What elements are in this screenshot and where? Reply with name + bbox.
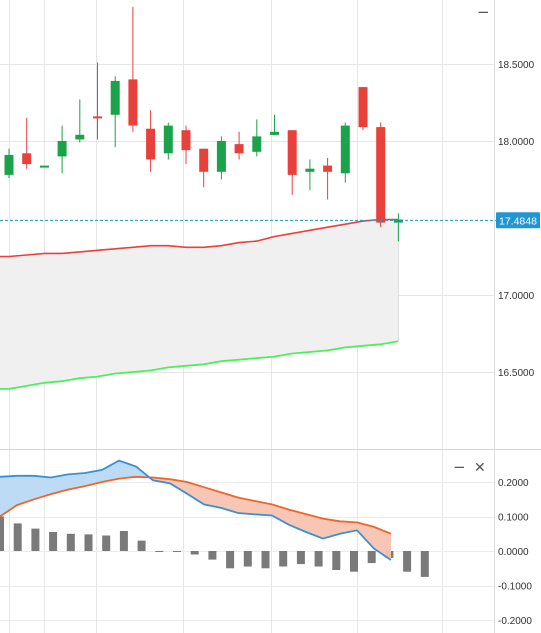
signal-above-fill [255, 501, 272, 516]
histogram-bar [296, 551, 305, 565]
macd-above-fill [51, 474, 68, 495]
histogram-bar [173, 551, 181, 552]
histogram-bar [66, 533, 75, 552]
signal-above-fill [187, 482, 204, 505]
macd-tick-label: -0.2000 [498, 616, 532, 627]
histogram-bar [190, 551, 199, 555]
candle-body [146, 128, 156, 160]
candles [4, 7, 403, 242]
lower-band-line [0, 340, 399, 390]
candle-body [270, 131, 279, 135]
histogram-bar [314, 551, 323, 567]
candle-body [234, 144, 244, 154]
last-price-tag [496, 212, 540, 229]
candle-body [376, 127, 386, 223]
macd-tick-label: 0.0000 [498, 547, 529, 558]
macd-tick-label: 0.2000 [498, 478, 529, 489]
macd-tick-label: 0.1000 [498, 513, 529, 524]
signal-above-fill [323, 518, 340, 539]
price-tick-label: 18.0000 [498, 137, 535, 148]
candle-body [358, 87, 368, 128]
macd-above-fill [0, 475, 17, 517]
signal-above-fill [357, 522, 374, 549]
macd-axis: 0.2000 0.1000 0.0000 -0.1000 -0.2000 [498, 478, 532, 627]
histogram-bar [420, 551, 429, 577]
macd-above-fill [34, 475, 51, 500]
signal-above-fill [306, 514, 323, 539]
candle-body [57, 141, 67, 157]
macd-above-fill [85, 469, 102, 487]
price-axis: 18.5000 18.0000 17.0000 16.5000 [498, 60, 535, 379]
macd-above-fill [17, 475, 34, 506]
macd-line [0, 459, 392, 561]
band-fill [0, 219, 399, 389]
candle-body [22, 153, 32, 165]
macd-above-fill [68, 473, 85, 490]
candle-body [75, 134, 85, 140]
candle-body [39, 165, 49, 168]
histogram-bar [84, 534, 93, 551]
histogram-bar [261, 551, 270, 569]
signal-above-fill [204, 487, 221, 508]
histogram-bar [0, 516, 4, 551]
histogram-bar [279, 551, 288, 567]
signal-above-fill [374, 526, 391, 560]
histogram-bar [350, 551, 358, 572]
last-price-marker: 17.4848 [0, 212, 540, 229]
candle-body [181, 130, 191, 151]
histogram-bar [31, 528, 40, 551]
candle-body [93, 116, 102, 119]
candle-body [305, 168, 315, 172]
signal-above-fill [272, 504, 289, 525]
price-tick-label: 16.5000 [498, 368, 535, 379]
macd-panel [0, 459, 429, 577]
last-price-label: 17.4848 [499, 215, 537, 227]
candle-body [287, 130, 297, 175]
histogram-bar [226, 551, 235, 569]
moving-average-line [0, 218, 399, 258]
histogram-bar [243, 551, 252, 567]
candle-body [4, 154, 14, 175]
price-tick-label: 18.5000 [498, 60, 535, 71]
candle-body [393, 219, 403, 223]
histogram-bar [49, 532, 58, 551]
candle-body [216, 141, 226, 172]
candle-body [199, 148, 209, 172]
price-tick-label: 17.0000 [498, 291, 535, 302]
signal-above-fill [238, 497, 255, 515]
candle-body [340, 125, 350, 174]
macd-panel-minimize-button[interactable]: − [453, 458, 466, 476]
main-panel-minimize-button[interactable]: − [477, 3, 490, 21]
candle-body [110, 80, 120, 115]
candle-body [163, 125, 173, 154]
histogram-bar [367, 551, 376, 564]
histogram-bar [137, 540, 146, 551]
histogram-bar [119, 531, 128, 551]
candle-body [323, 165, 333, 172]
histogram-bar [155, 551, 164, 552]
histogram-bar [208, 551, 217, 560]
band-area [0, 218, 399, 390]
macd-above-fill [102, 460, 119, 482]
histogram-bar [13, 523, 22, 551]
candle-body [128, 79, 138, 126]
histogram-bar [403, 551, 412, 572]
histogram-bar [102, 535, 111, 551]
macd-panel-close-button[interactable]: ✕ [474, 460, 486, 476]
macd-tick-label: -0.1000 [498, 582, 532, 593]
signal-line [0, 475, 392, 535]
histogram-bar [332, 551, 341, 570]
candle-body [252, 136, 262, 152]
signal-above-fill [221, 492, 238, 513]
